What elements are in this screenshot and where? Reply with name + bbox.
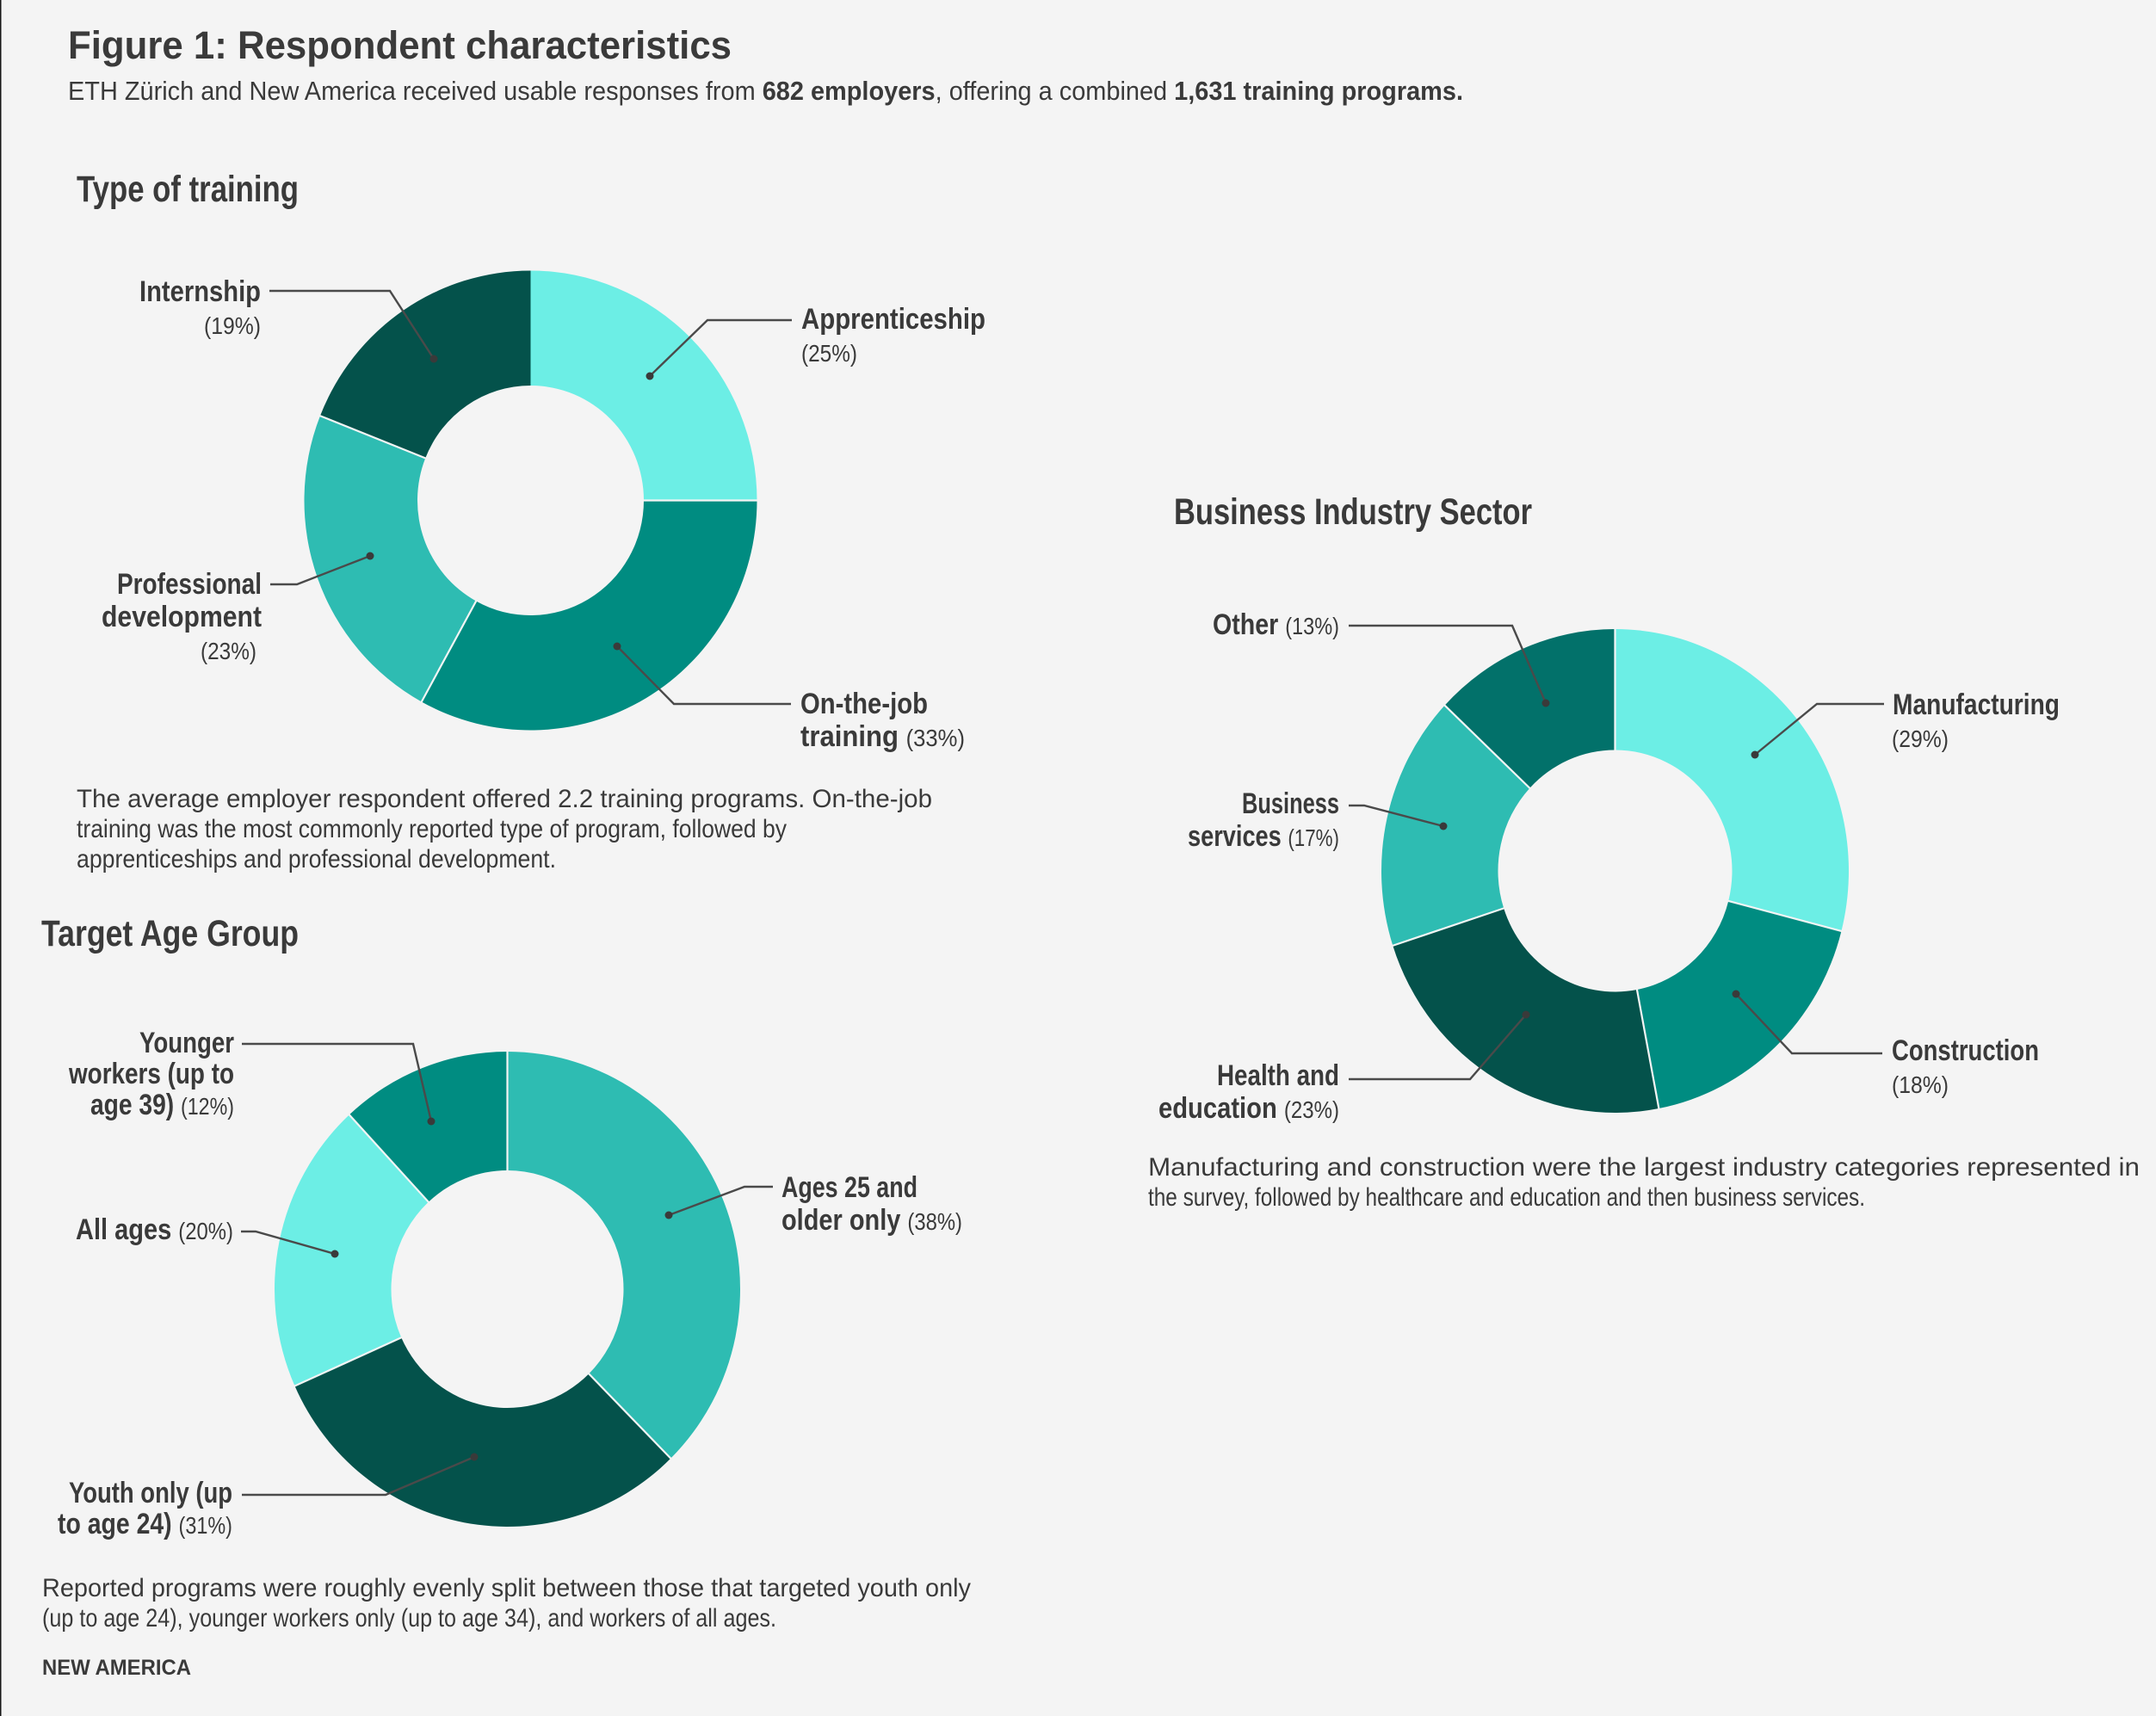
svg-text:apprenticeships and profession: apprenticeships and professional develop…: [77, 845, 556, 873]
svg-text:Construction: Construction: [1892, 1034, 2039, 1067]
svg-text:Figure 1: Respondent character: Figure 1: Respondent characteristics: [68, 23, 732, 67]
svg-text:The average employer responden: The average employer respondent offered …: [77, 785, 932, 813]
svg-text:to age 24) (31%): to age 24) (31%): [58, 1508, 232, 1540]
svg-text:NEW AMERICA: NEW AMERICA: [42, 1656, 191, 1680]
svg-text:Apprenticeship: Apprenticeship: [801, 303, 985, 336]
svg-text:training was the most commonly: training was the most commonly reported …: [77, 815, 787, 843]
svg-text:Target Age Group: Target Age Group: [41, 913, 299, 954]
svg-text:education (23%): education (23%): [1158, 1092, 1339, 1125]
svg-text:(19%): (19%): [204, 312, 261, 339]
svg-text:Manufacturing: Manufacturing: [1893, 688, 2060, 721]
svg-text:training (33%): training (33%): [800, 720, 965, 753]
svg-text:Business Industry Sector: Business Industry Sector: [1174, 491, 1532, 533]
svg-text:All ages (20%): All ages (20%): [76, 1213, 233, 1246]
svg-text:Younger: Younger: [139, 1027, 234, 1059]
svg-text:workers (up to: workers (up to: [68, 1058, 234, 1090]
svg-text:Ages 25 and: Ages 25 and: [781, 1171, 917, 1204]
svg-text:(29%): (29%): [1892, 725, 1949, 752]
svg-text:services (17%): services (17%): [1188, 820, 1339, 853]
svg-text:Reported programs were roughly: Reported programs were roughly evenly sp…: [42, 1574, 971, 1602]
svg-text:Business: Business: [1242, 787, 1339, 820]
svg-text:Health and: Health and: [1217, 1059, 1339, 1092]
svg-text:ETH Zürich and New America rec: ETH Zürich and New America received usab…: [68, 76, 1463, 106]
svg-text:Professional: Professional: [117, 568, 262, 601]
svg-text:Type of training: Type of training: [77, 169, 299, 210]
svg-text:On-the-job: On-the-job: [800, 688, 928, 720]
svg-text:(23%): (23%): [201, 638, 256, 664]
svg-text:age 39) (12%): age 39) (12%): [90, 1089, 234, 1121]
svg-text:Manufacturing and construction: Manufacturing and construction were the …: [1148, 1153, 2140, 1182]
svg-text:the survey, followed by health: the survey, followed by healthcare and e…: [1148, 1183, 1865, 1212]
svg-text:development: development: [102, 601, 262, 633]
svg-text:(up to age 24), younger worker: (up to age 24), younger workers only (up…: [42, 1604, 776, 1633]
svg-text:Internship: Internship: [139, 275, 261, 308]
svg-text:Other (13%): Other (13%): [1213, 608, 1339, 641]
svg-text:older only (38%): older only (38%): [781, 1204, 962, 1237]
svg-text:(18%): (18%): [1892, 1071, 1949, 1098]
svg-text:(25%): (25%): [801, 340, 857, 367]
svg-text:Youth only (up: Youth only (up: [69, 1477, 232, 1509]
